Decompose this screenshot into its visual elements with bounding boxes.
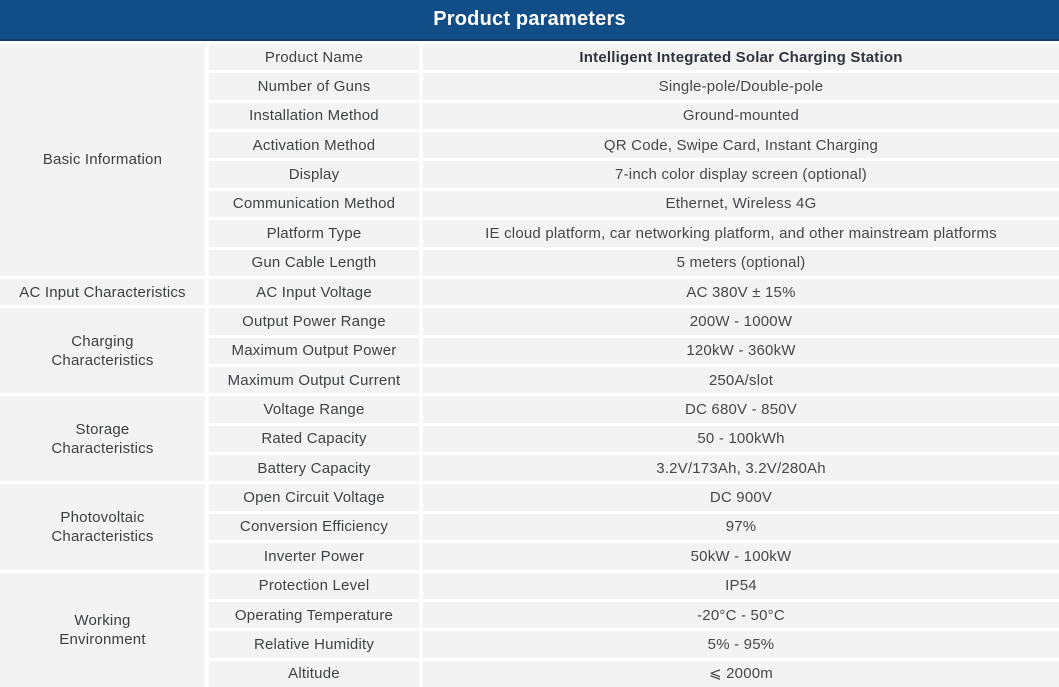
parameter-name-cell: Altitude (209, 660, 419, 687)
parameter-value-cell: Intelligent Integrated Solar Charging St… (423, 44, 1059, 71)
parameter-name-cell: Communication Method (209, 190, 419, 218)
parameter-name-cell: Installation Method (209, 102, 419, 130)
parameter-name-cell: Conversion Efficiency (209, 513, 419, 541)
parameter-value-cell: 3.2V/173Ah, 3.2V/280Ah (423, 455, 1059, 482)
category-cell: Storage Characteristics (0, 396, 205, 482)
parameter-name-cell: Output Power Range (209, 308, 419, 335)
category-cell: Working Environment (0, 572, 205, 687)
parameter-value-cell: 5% - 95% (423, 631, 1059, 658)
product-parameters-table: Basic Information Product Name Intelligent… (0, 44, 1059, 687)
page-title-bar: Product parameters (0, 0, 1059, 41)
parameter-value-cell: 120kW - 360kW (423, 337, 1059, 364)
parameter-name-cell: Operating Temperature (209, 601, 419, 629)
parameter-value-cell: 50 - 100kWh (423, 425, 1059, 453)
parameter-name-cell: Relative Humidity (209, 631, 419, 658)
page-title: Product parameters (433, 8, 626, 30)
parameter-value-cell: QR Code, Swipe Card, Instant Charging (423, 132, 1059, 159)
parameter-value-cell: 7-inch color display screen (optional) (423, 161, 1059, 188)
parameter-value-cell: 5 meters (optional) (423, 249, 1059, 276)
parameter-name-cell: Gun Cable Length (209, 249, 419, 276)
category-cell: Photovoltaic Characteristics (0, 484, 205, 570)
parameter-value-cell: 250A/slot (423, 366, 1059, 394)
parameter-name-cell: Product Name (209, 44, 419, 71)
parameter-name-cell: Display (209, 161, 419, 188)
parameter-value-cell: 200W - 1000W (423, 308, 1059, 335)
parameter-value-cell: AC 380V ± 15% (423, 278, 1059, 306)
category-cell: Basic Information (0, 44, 205, 276)
parameter-name-cell: AC Input Voltage (209, 278, 419, 306)
parameter-value-cell: DC 900V (423, 484, 1059, 511)
parameter-name-cell: Maximum Output Power (209, 337, 419, 364)
parameter-value-cell: ⩽ 2000m (423, 660, 1059, 687)
parameter-value-cell: IP54 (423, 572, 1059, 599)
parameter-value-cell: IE cloud platform, car networking platfo… (423, 220, 1059, 247)
parameter-value-cell: DC 680V - 850V (423, 396, 1059, 423)
parameter-value-cell: 97% (423, 513, 1059, 541)
category-cell: Charging Characteristics (0, 308, 205, 394)
parameter-name-cell: Rated Capacity (209, 425, 419, 453)
category-cell: AC Input Characteristics (0, 278, 205, 306)
parameter-value-cell: Single-pole/Double-pole (423, 73, 1059, 100)
parameter-name-cell: Maximum Output Current (209, 366, 419, 394)
parameter-name-cell: Voltage Range (209, 396, 419, 423)
parameter-value-cell: -20°C - 50°C (423, 601, 1059, 629)
parameter-name-cell: Inverter Power (209, 543, 419, 570)
parameter-name-cell: Platform Type (209, 220, 419, 247)
parameter-value-cell: Ethernet, Wireless 4G (423, 190, 1059, 218)
parameter-value-cell: Ground-mounted (423, 102, 1059, 130)
parameter-name-cell: Activation Method (209, 132, 419, 159)
parameter-value-cell: 50kW - 100kW (423, 543, 1059, 570)
parameter-name-cell: Protection Level (209, 572, 419, 599)
parameter-name-cell: Open Circuit Voltage (209, 484, 419, 511)
parameter-name-cell: Number of Guns (209, 73, 419, 100)
parameter-name-cell: Battery Capacity (209, 455, 419, 482)
